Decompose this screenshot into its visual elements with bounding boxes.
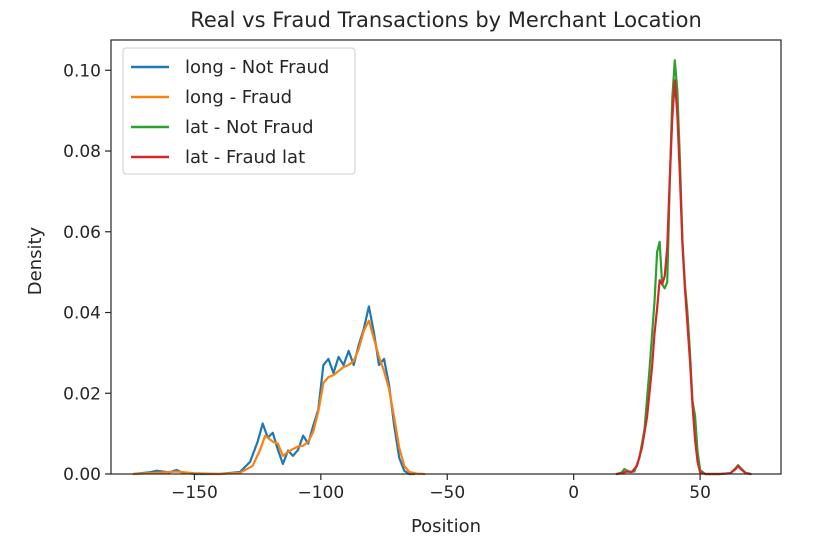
legend-label-1: long - Fraud: [185, 87, 292, 108]
chart-title: Real vs Fraud Transactions by Merchant L…: [190, 8, 702, 32]
x-tick-label: 50: [689, 483, 711, 503]
legend-box: [122, 47, 356, 175]
x-tick-label: −50: [429, 483, 465, 503]
legend: long - Not Fraud long - Fraud lat - Not Fr…: [122, 47, 356, 175]
axis-ticks: −150 −100 −50 0 50 0.00 0.02 0.04 0.06 0.08 0.10: [63, 61, 711, 503]
x-tick-label: −150: [171, 483, 218, 503]
plot-frame: [110, 39, 782, 475]
y-tick-label: 0.00: [63, 465, 101, 485]
x-tick-label: 0: [568, 483, 579, 503]
series-line-3: [615, 79, 752, 476]
y-tick-label: 0.10: [63, 61, 101, 81]
x-axis-label: Position: [411, 516, 481, 537]
x-tick-label: −100: [297, 483, 344, 503]
y-tick-label: 0.02: [63, 384, 101, 404]
legend-label-2: lat - Not Fraud: [185, 117, 314, 138]
legend-label-3: lat - Fraud lat: [185, 147, 305, 168]
y-tick-label: 0.06: [63, 223, 101, 243]
series-line-1: [132, 319, 426, 476]
y-axis-label: Density: [25, 226, 46, 295]
y-tick-label: 0.04: [63, 304, 101, 324]
legend-label-0: long - Not Fraud: [185, 57, 329, 78]
y-tick-label: 0.08: [63, 142, 101, 162]
